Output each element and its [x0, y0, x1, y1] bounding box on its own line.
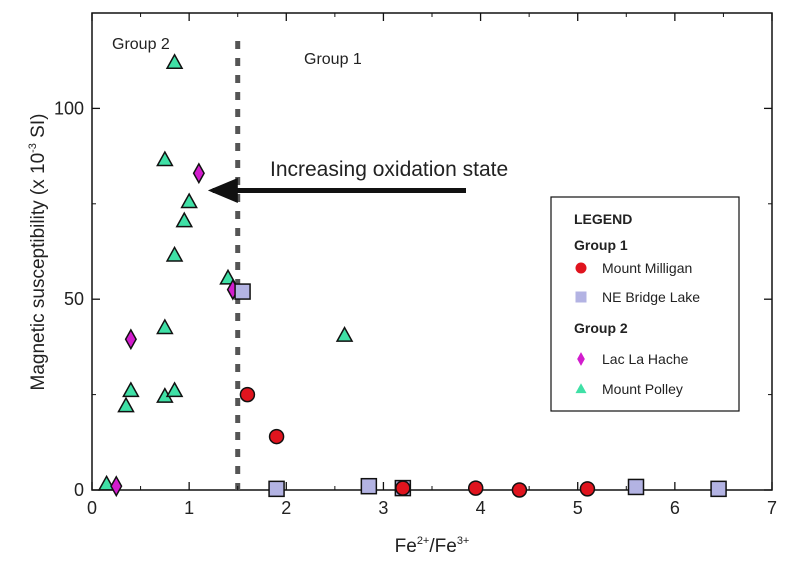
legend-entry-label: Mount Polley [602, 381, 683, 397]
x-axis-label: Fe2+/Fe3+ [395, 535, 470, 557]
data-point-ne-bridge-lake [360, 477, 378, 495]
legend-box [550, 196, 740, 412]
x-label-sup1: 2+ [417, 535, 430, 547]
legend-entry: Lac La Hache [577, 351, 689, 367]
data-point-ne-bridge-lake [627, 478, 645, 496]
legend-group1-header: Group 1 [574, 237, 628, 253]
data-point-ne-bridge-lake [234, 283, 251, 300]
x-tick-label: 5 [573, 498, 583, 518]
x-tick-label: 6 [670, 498, 680, 518]
x-label-sup2: 3+ [457, 535, 470, 547]
legend-entry-label: Mount Milligan [602, 260, 692, 276]
data-point-mount-polley [165, 245, 184, 262]
legend: LEGEND Group 1 Group 2 Mount Milligan NE … [550, 196, 740, 412]
data-point-mount-milligan [467, 480, 484, 496]
legend-entry-label: Lac La Hache [602, 351, 689, 367]
data-point-mount-milligan [511, 482, 528, 498]
y-tick-label: 50 [64, 289, 84, 309]
data-point-mount-milligan [239, 386, 256, 403]
y-tick-labels: 0 50 100 [54, 98, 84, 500]
data-point-mount-milligan [395, 480, 411, 496]
y-label-main: Magnetic susceptibility (x 10 [28, 153, 49, 391]
group2-label: Group 2 [112, 36, 170, 53]
x-tick-label: 1 [184, 498, 194, 518]
data-point-mount-milligan [268, 428, 285, 445]
data-point-lac-la-hache [124, 328, 137, 351]
data-point-mount-polley [219, 268, 237, 285]
data-point-mount-polley [156, 318, 174, 335]
x-tick-label: 7 [767, 498, 777, 518]
data-point-lac-la-hache [192, 162, 205, 185]
data-point-mount-polley [156, 150, 174, 167]
x-tick-label: 0 [87, 498, 97, 518]
y-axis-label: Magnetic susceptibility (x 10-3 SI) [27, 114, 49, 391]
data-point-mount-polley [175, 211, 194, 228]
x-tick-labels: 0 1 2 3 4 5 6 7 [87, 498, 777, 518]
group1-label: Group 1 [304, 51, 362, 68]
data-point-mount-polley [165, 53, 184, 69]
legend-group2-header: Group 2 [574, 320, 628, 336]
legend-entry: NE Bridge Lake [575, 289, 700, 305]
y-tick-label: 0 [74, 480, 84, 500]
x-tick-label: 4 [476, 498, 486, 518]
data-point-mount-polley [335, 326, 354, 342]
data-point-ne-bridge-lake [710, 480, 727, 498]
data-points [97, 53, 727, 498]
legend-entry: Mount Milligan [575, 260, 692, 276]
data-point-mount-polley [117, 396, 135, 413]
y-tick-label: 100 [54, 98, 84, 118]
data-point-mount-polley [97, 474, 116, 491]
y-label-end: SI) [28, 114, 49, 144]
data-point-mount-milligan [579, 481, 596, 497]
data-point-mount-polley [180, 192, 198, 209]
data-point-mount-polley [165, 381, 184, 398]
arrow-label: Increasing oxidation state [270, 158, 508, 181]
data-point-ne-bridge-lake [268, 480, 285, 498]
data-point-lac-la-hache [110, 475, 123, 498]
x-label-base: Fe [395, 536, 417, 557]
x-label-mid: /Fe [429, 536, 456, 557]
y-label-sup: -3 [27, 143, 39, 153]
legend-marker-square [575, 291, 587, 303]
x-tick-label: 3 [378, 498, 388, 518]
legend-entry: Mount Polley [575, 381, 683, 397]
legend-title: LEGEND [574, 211, 632, 227]
legend-entry-label: NE Bridge Lake [602, 289, 700, 305]
data-point-mount-polley [122, 381, 140, 398]
legend-marker-diamond [577, 352, 585, 366]
legend-items: Mount Milligan NE Bridge Lake Lac La Hache… [575, 260, 700, 397]
legend-marker-circle [575, 262, 587, 274]
x-tick-label: 2 [281, 498, 291, 518]
legend-marker-triangle [575, 383, 587, 394]
